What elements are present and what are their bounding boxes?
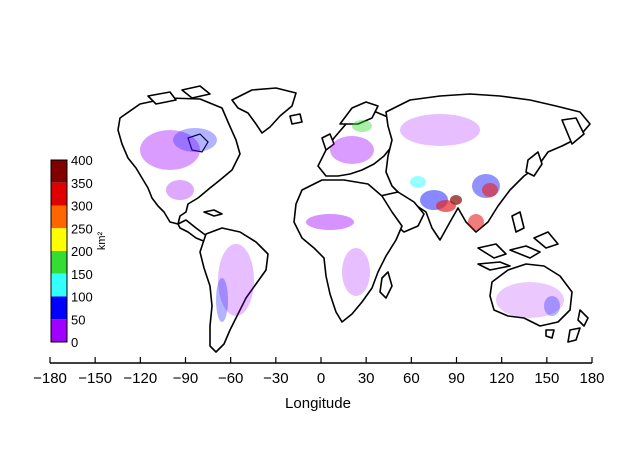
indonesia-islands	[477, 231, 559, 271]
overlay-sa-purple	[218, 244, 254, 316]
colorbar-label: 200	[71, 244, 93, 259]
x-axis-title: Longitude	[285, 395, 351, 412]
x-tick-label: −30	[263, 370, 288, 387]
overlay-as-cyan	[410, 176, 426, 188]
overlay-na-blue	[173, 128, 217, 152]
africa-landmass	[293, 179, 403, 323]
colorbar-segment	[51, 296, 67, 320]
colorbar-label: 250	[71, 221, 93, 236]
x-tick-label: 120	[489, 370, 514, 387]
colorbar-segment	[51, 251, 67, 274]
colorbar-segment	[51, 273, 67, 297]
irrigation-density-overlay	[140, 114, 564, 322]
colorbar-unit: km²	[96, 232, 108, 251]
x-tick-label: −150	[78, 370, 112, 387]
overlay-af-south	[342, 248, 370, 296]
colorbar-segment	[51, 319, 67, 342]
colorbar-segment	[51, 182, 67, 206]
arctic-islands	[147, 85, 303, 125]
overlay-as-se-red	[468, 214, 484, 230]
overlay-na-purple	[140, 130, 200, 170]
colorbar-label: 400	[71, 153, 93, 168]
colorbar-segment	[51, 160, 67, 183]
overlay-as-north	[400, 114, 480, 146]
colorbar-legend: 400 350 300 250 200 150 100 50 0 km²	[50, 153, 108, 350]
caribbean-islands	[203, 209, 223, 217]
overlay-au-blue	[544, 296, 560, 316]
madagascar	[379, 271, 393, 299]
overlay-na-south	[166, 180, 194, 200]
scandinavia-landmass	[339, 101, 379, 125]
x-tick-label: 30	[358, 370, 375, 387]
x-tick-label: 90	[448, 370, 465, 387]
x-tick-label: −60	[218, 370, 243, 387]
colorbar-label: 50	[71, 312, 85, 327]
north-america-landmass	[117, 97, 241, 225]
colorbar-label: 300	[71, 199, 93, 214]
colorbar-label: 150	[71, 267, 93, 282]
japan-islands	[525, 151, 543, 177]
kamchatka	[561, 117, 585, 145]
australia-landmass	[489, 263, 573, 327]
new-zealand-islands	[567, 309, 589, 343]
x-tick-label: −180	[33, 370, 67, 387]
colorbar-label: 350	[71, 176, 93, 191]
hudson-bay	[187, 133, 209, 153]
colorbar-label: 100	[71, 290, 93, 305]
overlay-eu-green	[352, 120, 372, 132]
overlay-sa-blue	[216, 278, 228, 322]
overlay-af-sahel	[306, 214, 354, 230]
tasmania	[545, 329, 555, 339]
british-isles	[321, 133, 335, 151]
colorbar-segment	[51, 228, 67, 251]
overlay-as-china-red	[482, 183, 498, 197]
overlay-as-india-red	[436, 200, 456, 212]
x-tick-label: 150	[534, 370, 559, 387]
colorbar-label: 0	[71, 335, 78, 350]
south-america-landmass	[199, 227, 269, 353]
longitude-axis: −180 −150 −120 −90 −60 −30 0 30 60 90 120 150 180 Lo…	[33, 357, 605, 412]
overlay-as-bangladesh	[450, 195, 462, 205]
x-tick-label: −90	[173, 370, 198, 387]
overlay-au-purple	[496, 282, 564, 318]
greenland-landmass	[231, 87, 297, 134]
colorbar-segment	[51, 205, 67, 229]
overlay-eu-purple	[330, 136, 374, 164]
colorbar-frame	[50, 159, 68, 343]
x-axis-ticks: −180 −150 −120 −90 −60 −30 0 30 60 90 120 150 180	[33, 357, 605, 387]
x-tick-label: −120	[123, 370, 157, 387]
x-tick-label: 60	[403, 370, 420, 387]
x-tick-label: 0	[317, 370, 325, 387]
philippines-islands	[511, 211, 525, 233]
x-tick-label: 180	[579, 370, 604, 387]
